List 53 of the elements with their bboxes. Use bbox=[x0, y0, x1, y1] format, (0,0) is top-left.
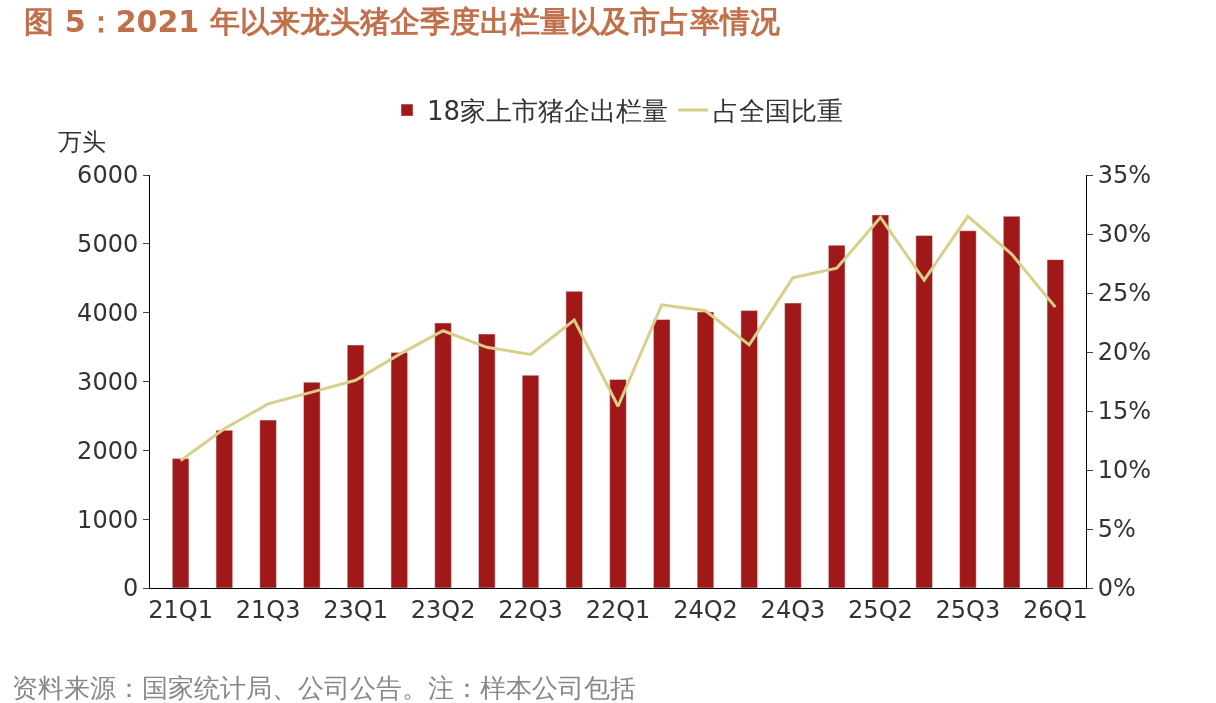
y-tick-label: 6000 bbox=[77, 161, 139, 190]
y-tick-label: 1000 bbox=[77, 505, 139, 534]
legend-label: 18家上市猪企出栏量 bbox=[427, 96, 669, 127]
line-series bbox=[179, 214, 1057, 463]
bar bbox=[609, 379, 627, 588]
y2-tick-label: 20% bbox=[1097, 338, 1152, 367]
bar bbox=[740, 310, 758, 588]
y-tick-label: 3000 bbox=[77, 367, 139, 396]
y-tick-label: 5000 bbox=[77, 230, 139, 259]
x-tick-label: 25Q3 bbox=[935, 595, 1001, 624]
x-tick-label: 22Q1 bbox=[585, 595, 651, 624]
x-tick-label: 24Q3 bbox=[760, 595, 826, 624]
bar bbox=[959, 230, 977, 588]
bar bbox=[828, 244, 846, 588]
y-tick-label: 0 bbox=[122, 574, 139, 603]
bar bbox=[347, 344, 365, 588]
x-tick-label: 26Q1 bbox=[1023, 595, 1088, 624]
bar bbox=[784, 302, 802, 588]
bar bbox=[871, 214, 889, 588]
y-tick-label: 2000 bbox=[77, 436, 139, 465]
y2-tick-label: 35% bbox=[1097, 161, 1152, 190]
bar bbox=[434, 322, 452, 588]
bar bbox=[390, 352, 408, 588]
y-axis-title: 万头 bbox=[58, 128, 106, 156]
bar bbox=[1003, 216, 1021, 588]
bar bbox=[521, 375, 540, 588]
text: 资料来源：国家统计局、公司公告。注：样本公司包括 bbox=[12, 673, 636, 703]
x-tick-label: 21Q3 bbox=[235, 595, 301, 624]
x-tick-label: 21Q1 bbox=[148, 595, 213, 624]
y2-tick-label: 30% bbox=[1097, 220, 1152, 249]
bar bbox=[215, 430, 233, 588]
chart-title: 图 5：2021 年以来龙头猪企季度出栏量以及市占率情况 bbox=[24, 3, 781, 39]
y-tick-label: 4000 bbox=[77, 299, 139, 328]
bar bbox=[478, 333, 496, 588]
x-tick-label: 24Q2 bbox=[673, 595, 738, 624]
bar bbox=[696, 311, 715, 588]
bar bbox=[259, 419, 277, 588]
bar bbox=[915, 235, 933, 588]
y2-tick-label: 10% bbox=[1097, 456, 1152, 485]
x-tick-label: 23Q1 bbox=[323, 595, 388, 624]
legend-label: 占全国比重 bbox=[713, 96, 844, 127]
bar bbox=[303, 381, 321, 588]
y2-tick-label: 0% bbox=[1097, 574, 1136, 603]
x-tick-label: 22Q3 bbox=[498, 595, 563, 624]
bar bbox=[172, 458, 190, 588]
bar bbox=[565, 291, 583, 588]
x-tick-label: 25Q2 bbox=[848, 595, 913, 624]
bar bbox=[653, 319, 671, 588]
bar bbox=[1046, 259, 1064, 588]
y2-tick-label: 25% bbox=[1097, 279, 1152, 308]
y2-tick-label: 15% bbox=[1097, 397, 1152, 426]
y2-tick-label: 5% bbox=[1097, 515, 1136, 544]
x-tick-label: 23Q2 bbox=[410, 595, 476, 624]
